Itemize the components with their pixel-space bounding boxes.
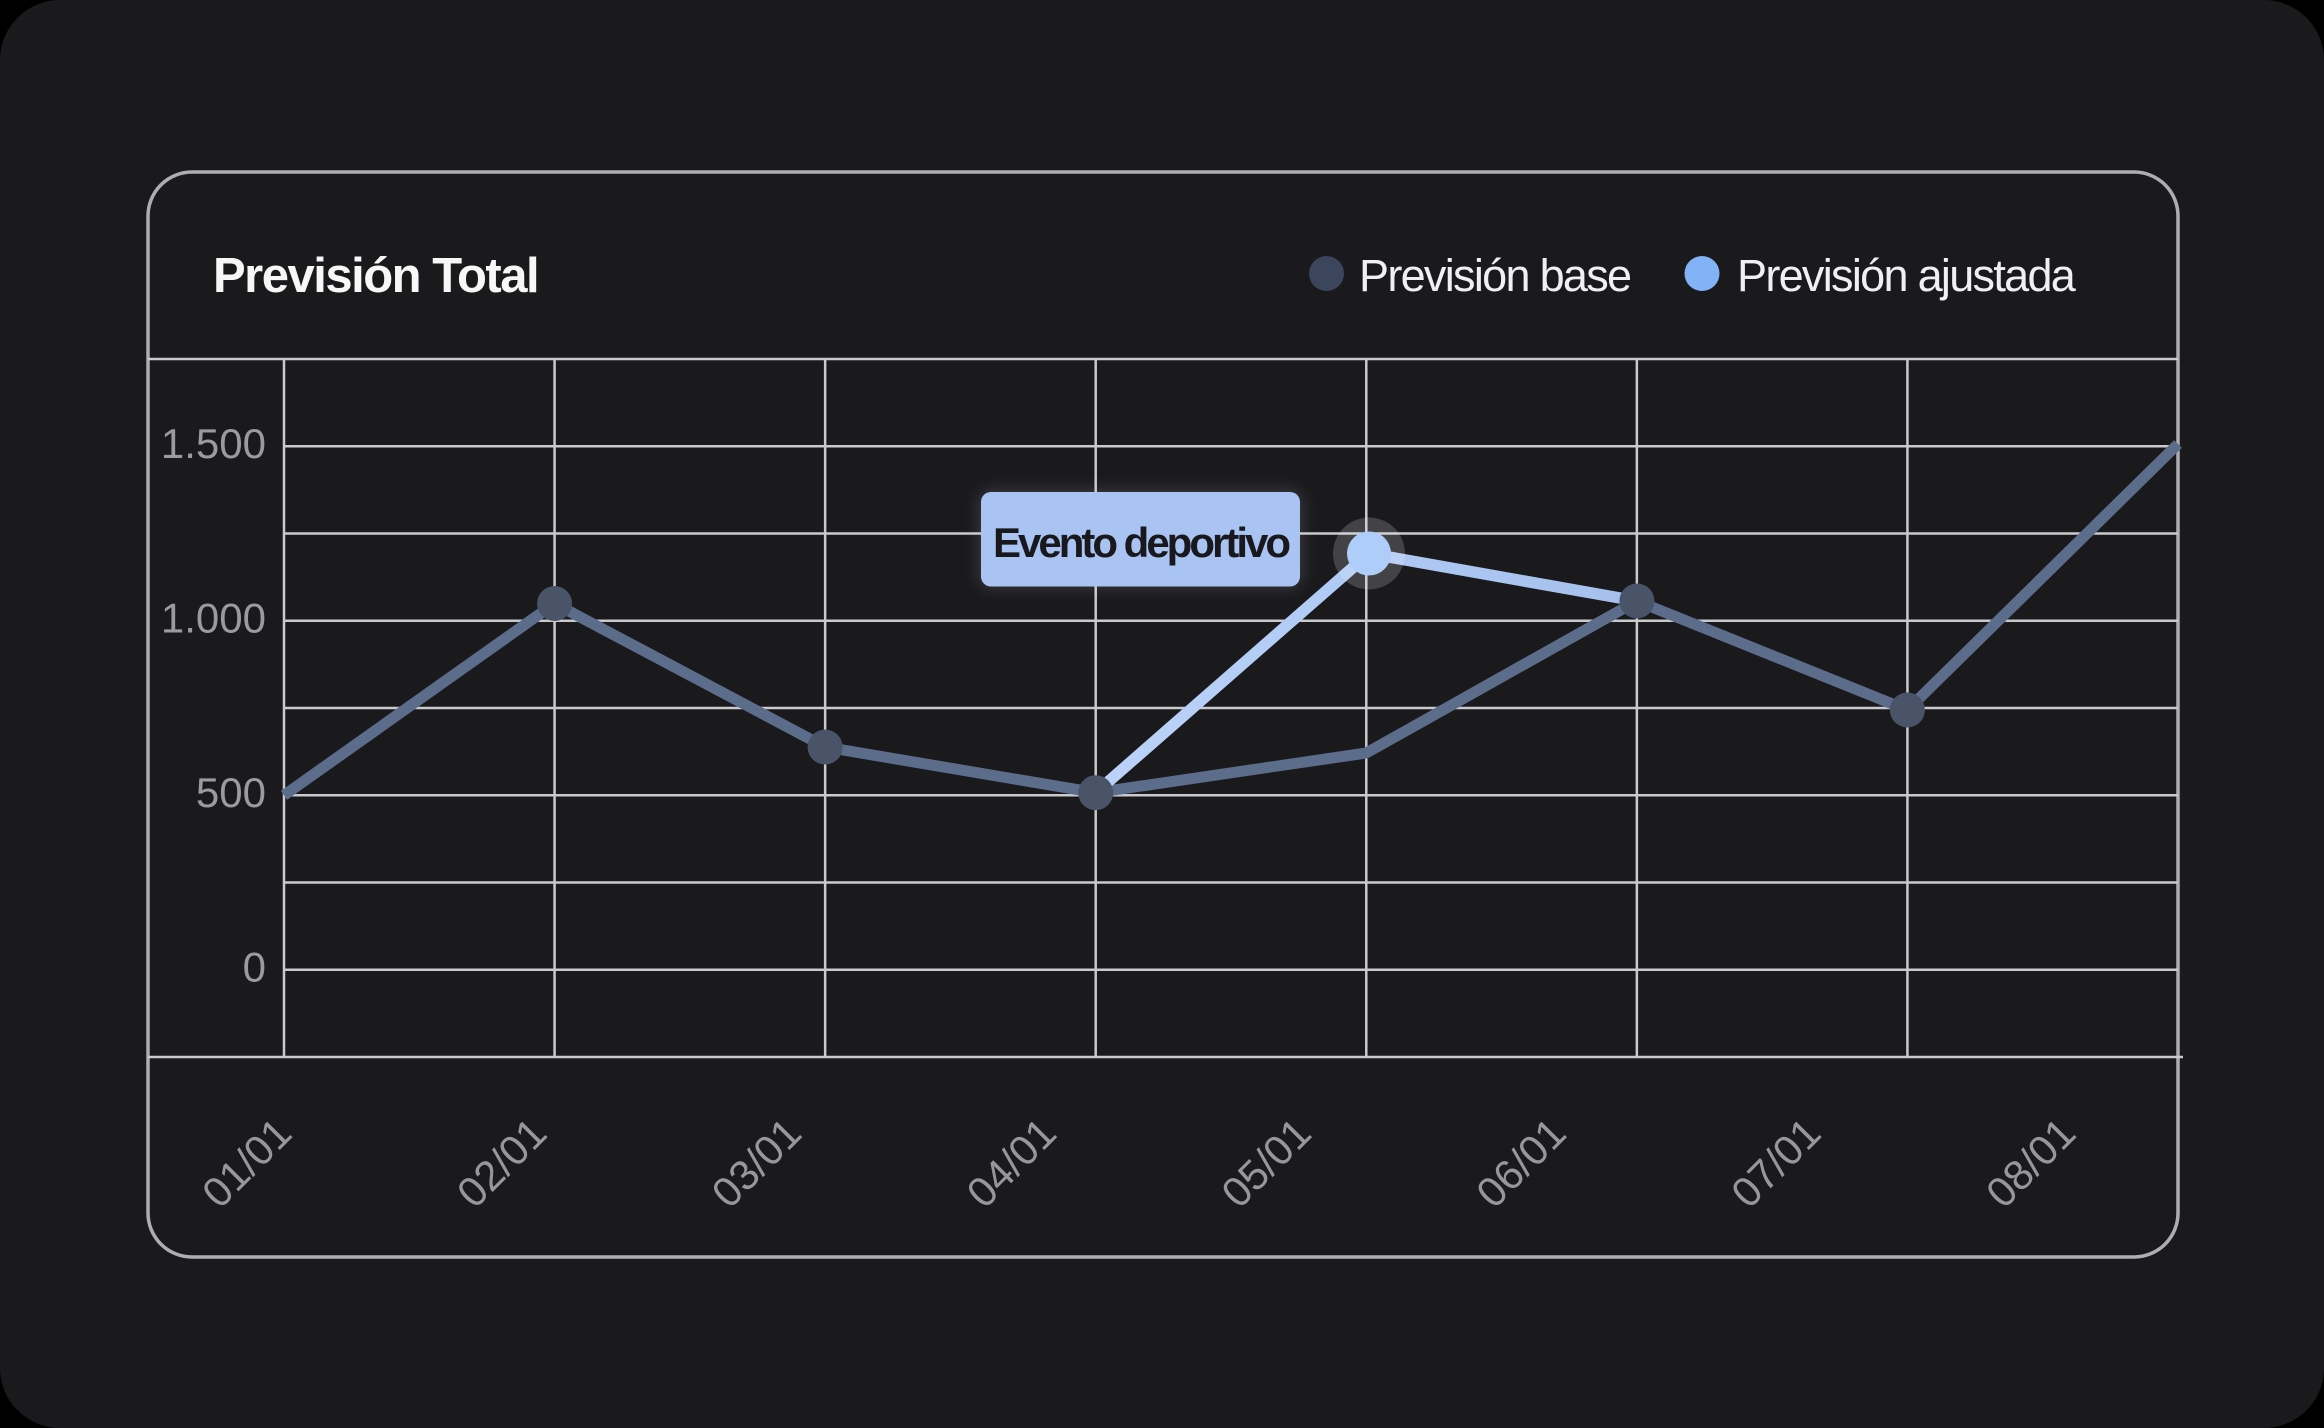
svg-text:1.000: 1.000	[161, 595, 266, 642]
svg-text:0: 0	[243, 944, 266, 991]
svg-text:Previsión Total: Previsión Total	[213, 249, 538, 303]
svg-text:500: 500	[196, 769, 266, 816]
svg-text:Previsión ajustada: Previsión ajustada	[1737, 250, 2077, 301]
svg-text:1.500: 1.500	[161, 420, 266, 467]
svg-text:Evento deportivo: Evento deportivo	[993, 519, 1290, 566]
svg-text:Previsión base: Previsión base	[1359, 250, 1631, 301]
